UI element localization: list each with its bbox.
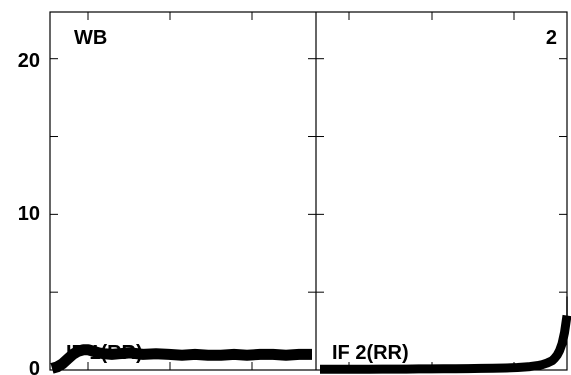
panel-right-corner-label: 2 xyxy=(546,27,557,49)
series-line-panel-1-0 xyxy=(320,314,571,374)
series-layer xyxy=(50,296,571,374)
plot-frame xyxy=(49,11,568,371)
series-label-left: IF 1(RR) xyxy=(66,342,143,364)
panel-left-corner-label: WB xyxy=(74,27,107,49)
y-tick-label-0: 0 xyxy=(29,358,40,375)
series-line-panel-0-0 xyxy=(50,344,312,374)
y-tick-label-20: 20 xyxy=(18,50,40,72)
tick-marks xyxy=(50,12,567,371)
y-tick-label-10: 10 xyxy=(18,203,40,225)
series-label-right: IF 2(RR) xyxy=(332,342,409,364)
